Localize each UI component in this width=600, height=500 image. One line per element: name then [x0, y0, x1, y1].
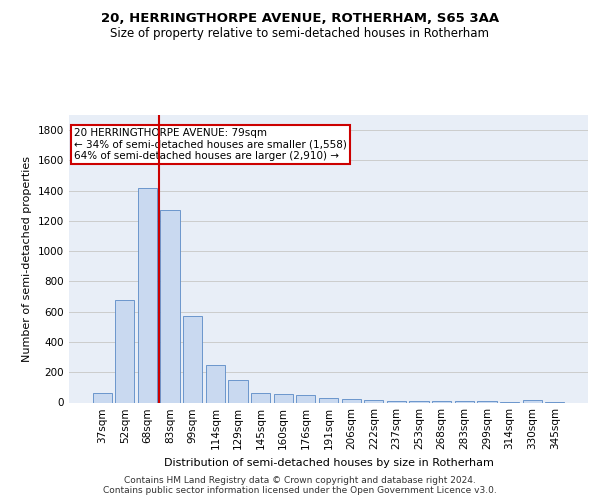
Bar: [296, 395, 316, 402]
Text: 20, HERRINGTHORPE AVENUE, ROTHERHAM, S65 3AA: 20, HERRINGTHORPE AVENUE, ROTHERHAM, S65…: [101, 12, 499, 26]
Bar: [274, 394, 293, 402]
Bar: [341, 399, 361, 402]
Bar: [92, 393, 112, 402]
Text: Size of property relative to semi-detached houses in Rotherham: Size of property relative to semi-detach…: [110, 28, 490, 40]
Bar: [115, 300, 134, 402]
Text: 20 HERRINGTHORPE AVENUE: 79sqm
← 34% of semi-detached houses are smaller (1,558): 20 HERRINGTHORPE AVENUE: 79sqm ← 34% of …: [74, 128, 347, 161]
Bar: [523, 400, 542, 402]
Bar: [319, 398, 338, 402]
Bar: [409, 400, 428, 402]
Bar: [364, 400, 383, 402]
Bar: [387, 400, 406, 402]
Bar: [183, 316, 202, 402]
X-axis label: Distribution of semi-detached houses by size in Rotherham: Distribution of semi-detached houses by …: [164, 458, 493, 468]
Bar: [138, 188, 157, 402]
Bar: [206, 364, 225, 403]
Y-axis label: Number of semi-detached properties: Number of semi-detached properties: [22, 156, 32, 362]
Bar: [160, 210, 180, 402]
Bar: [251, 393, 270, 402]
Bar: [229, 380, 248, 402]
Text: Contains HM Land Registry data © Crown copyright and database right 2024.
Contai: Contains HM Land Registry data © Crown c…: [103, 476, 497, 495]
Bar: [432, 401, 451, 402]
